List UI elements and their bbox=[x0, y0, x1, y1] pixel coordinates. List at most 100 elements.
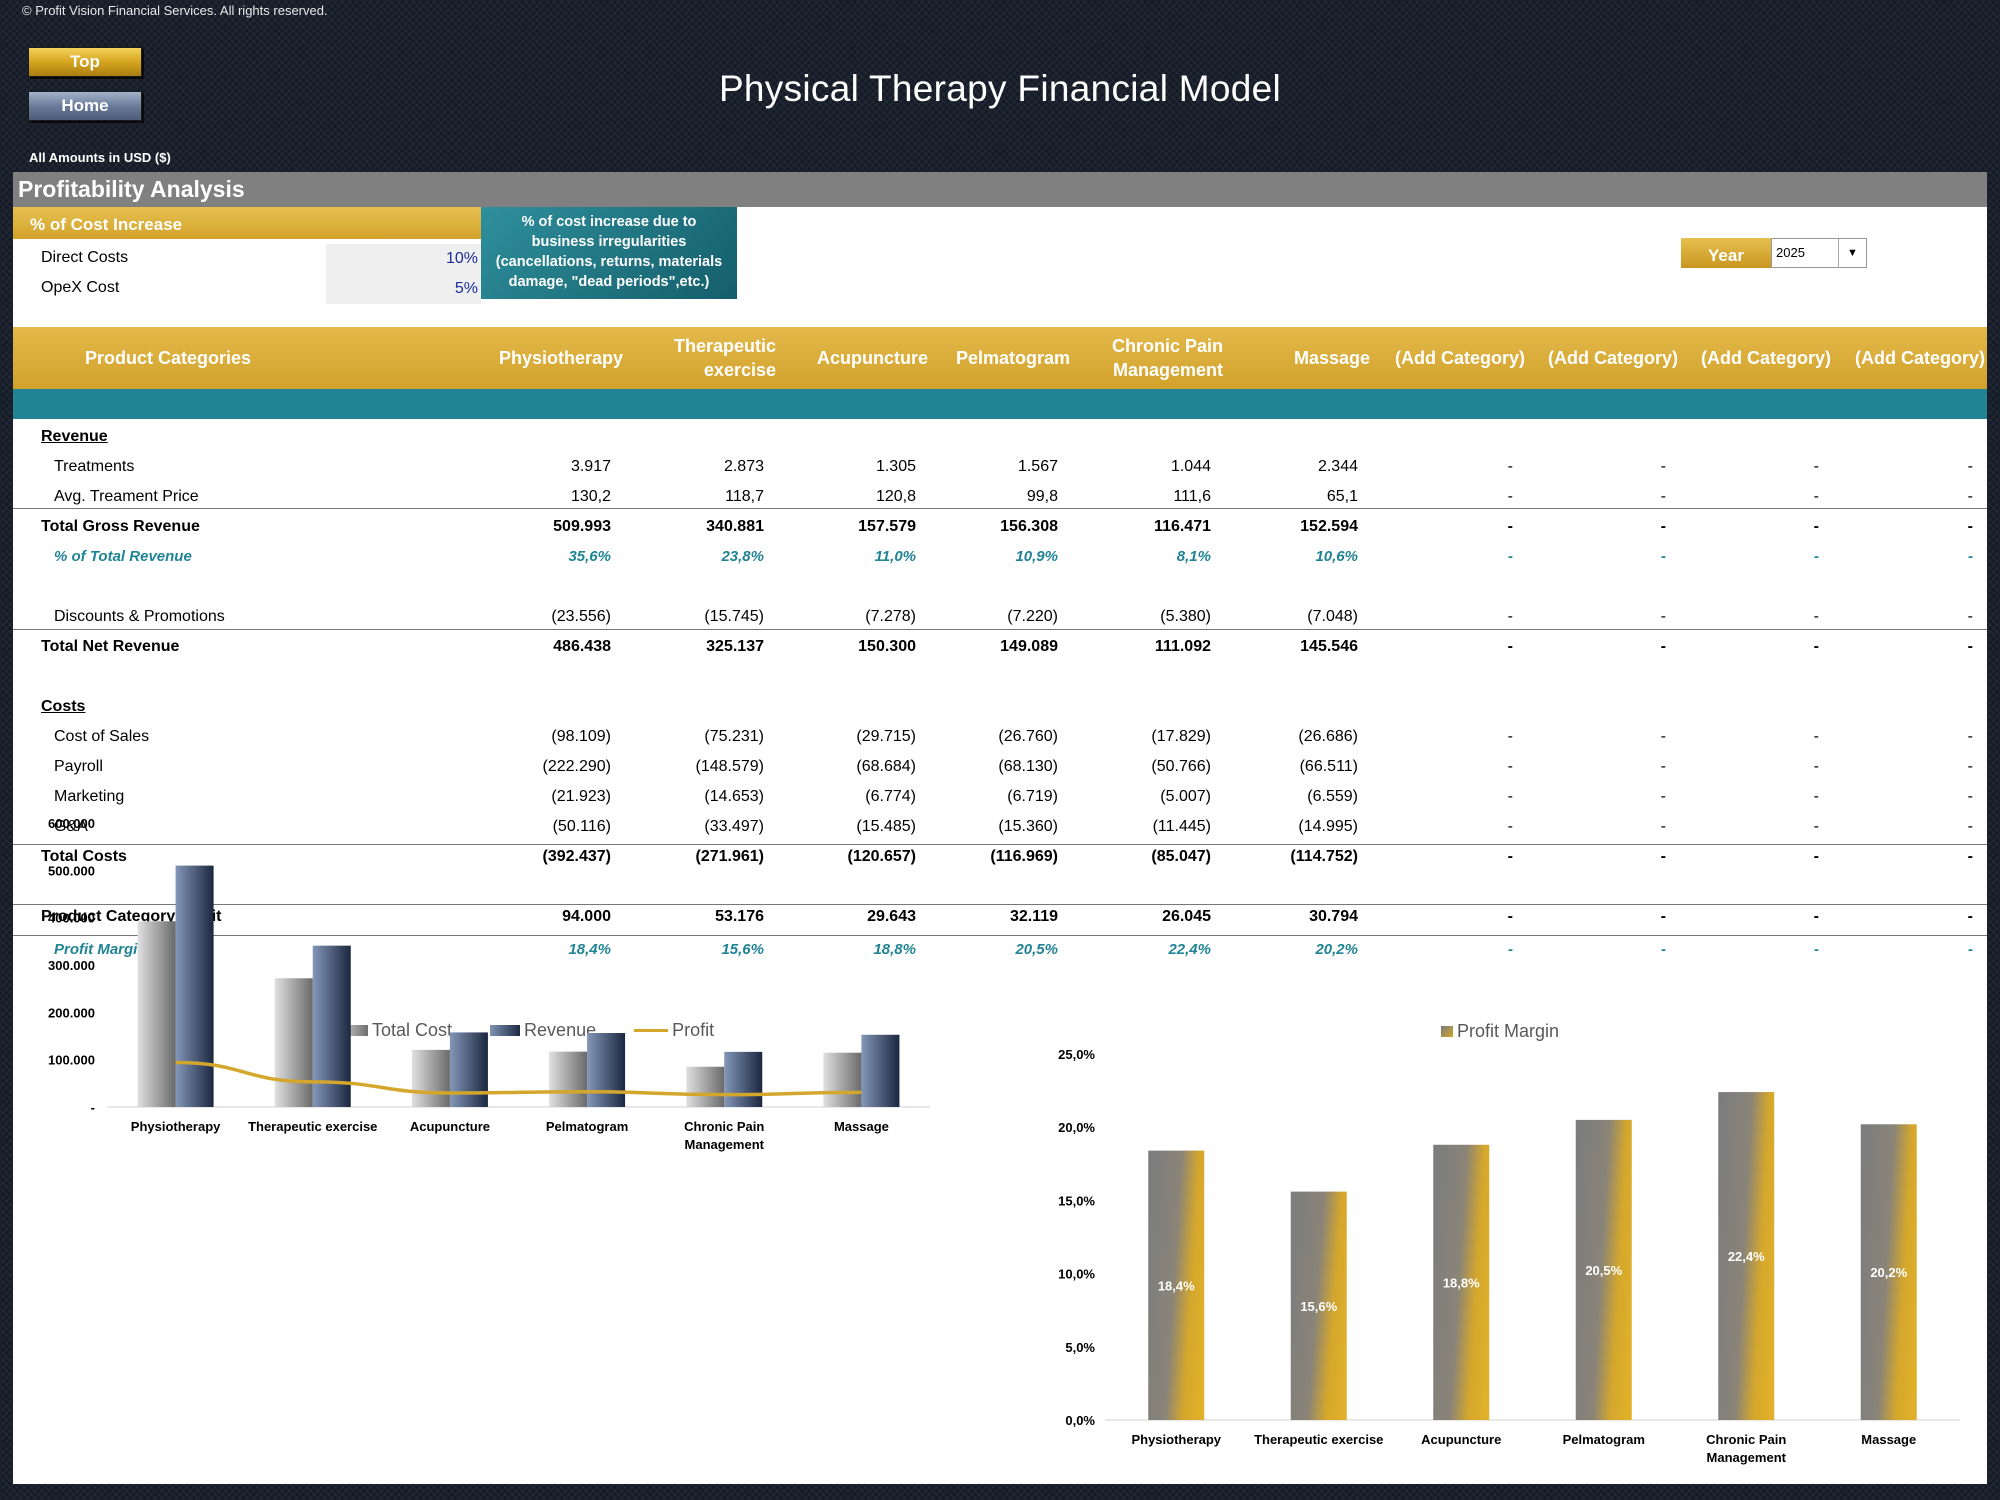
table-row: Total Costs (392.437) (271.961) (120.657) (1… bbox=[13, 842, 1987, 872]
header-column-label: Management bbox=[1112, 360, 1223, 380]
table-cell: 2.344 bbox=[1317, 458, 1358, 475]
table-cell: (33.497) bbox=[704, 818, 764, 835]
legend-total-cost: Total Cost bbox=[372, 1020, 453, 1040]
home-button[interactable]: Home bbox=[28, 91, 142, 121]
table-row: Discounts & Promotions (23.556) (15.745) (7… bbox=[13, 602, 1987, 632]
y-tick-label: 25,0% bbox=[1058, 1047, 1095, 1062]
table-cell: - bbox=[1660, 638, 1666, 655]
table-cell: 118,7 bbox=[725, 488, 764, 505]
table-cell: - bbox=[1967, 818, 1973, 835]
y-tick-label: 15,0% bbox=[1058, 1193, 1095, 1208]
profit-margin-swatch bbox=[1441, 1026, 1453, 1037]
table-cell: - bbox=[1660, 488, 1666, 505]
table-cell: 2.873 bbox=[723, 458, 764, 475]
table-cell: - bbox=[1508, 548, 1513, 565]
row-label: Total Costs bbox=[41, 848, 127, 865]
top-button[interactable]: Top bbox=[28, 47, 142, 77]
row-divider bbox=[13, 844, 1987, 845]
direct-costs-label: Direct Costs bbox=[41, 249, 129, 266]
table-cell: - bbox=[1813, 608, 1819, 625]
table-cell: 486.438 bbox=[553, 638, 611, 655]
table-cell: (15.360) bbox=[998, 818, 1058, 835]
table-cell: - bbox=[1813, 518, 1819, 535]
table-cell: 26.045 bbox=[1162, 908, 1211, 925]
table-cell: 152.594 bbox=[1300, 518, 1358, 535]
table-cell: - bbox=[1660, 518, 1666, 535]
table-cell: - bbox=[1661, 941, 1666, 958]
table-cell: 29.643 bbox=[867, 908, 916, 925]
table-cell: - bbox=[1813, 788, 1819, 805]
table-cell: (392.437) bbox=[542, 848, 612, 865]
table-cell: 35,6% bbox=[568, 548, 611, 565]
table-cell: - bbox=[1660, 728, 1666, 745]
header-column: (Add Category) bbox=[1681, 327, 1831, 389]
row-label: Treatments bbox=[54, 458, 135, 475]
header-column: Massage bbox=[1220, 327, 1370, 389]
row-label: Payroll bbox=[54, 758, 103, 775]
x-tick-label: Pelmatogram bbox=[546, 1119, 628, 1134]
table-cell: 111.092 bbox=[1154, 638, 1211, 655]
profitability-panel: Profitability Analysis % of Cost Increas… bbox=[13, 172, 1987, 1484]
header-column: (Add Category) bbox=[1528, 327, 1678, 389]
year-value: 2025 bbox=[1776, 245, 1805, 260]
table-cell: - bbox=[1507, 608, 1513, 625]
row-divider bbox=[13, 904, 1987, 905]
note-line: % of cost increase due to bbox=[521, 214, 697, 230]
revenue-bar bbox=[175, 865, 214, 1107]
table-cell: - bbox=[1660, 758, 1666, 775]
profit-margin-bar bbox=[1575, 1119, 1632, 1420]
dropdown-arrow-icon[interactable]: ▼ bbox=[1838, 239, 1866, 267]
header-column-label: Massage bbox=[1293, 348, 1370, 368]
table-cell: (7.220) bbox=[1007, 608, 1058, 625]
year-dropdown[interactable]: 2025 ▼ bbox=[1771, 238, 1867, 268]
table-cell: - bbox=[1813, 458, 1819, 475]
y-tick-label: 0,0% bbox=[1065, 1413, 1095, 1428]
total-cost-bar bbox=[549, 1051, 588, 1107]
table-cell: 111,6 bbox=[1173, 488, 1211, 505]
table-cell: 20,2% bbox=[1315, 941, 1358, 958]
table-cell: 130,2 bbox=[570, 488, 611, 505]
table-cell: (5.380) bbox=[1160, 608, 1211, 625]
header-divider-band bbox=[13, 389, 1987, 419]
table-cell: 116.471 bbox=[1154, 518, 1211, 535]
total-cost-bar bbox=[274, 978, 313, 1107]
header-column-label: Therapeutic bbox=[673, 336, 776, 356]
table-cell: 509.993 bbox=[553, 518, 611, 535]
opex-cost-row: OpeX Cost 5% bbox=[13, 274, 481, 304]
direct-costs-input[interactable]: 10% bbox=[326, 244, 481, 274]
table-cell: 157.579 bbox=[858, 518, 916, 535]
cost-revenue-profit-chart: - 100.000 200.000 300.000 400.000 500.000 600.… bbox=[48, 816, 930, 1152]
opex-cost-input[interactable]: 5% bbox=[326, 274, 481, 304]
row-label: Avg. Treament Price bbox=[54, 488, 199, 505]
table-cell: 325.137 bbox=[706, 638, 764, 655]
revenue-bar bbox=[449, 1032, 488, 1107]
table-cell: - bbox=[1967, 848, 1973, 865]
y-tick-label: 400.000 bbox=[48, 911, 95, 926]
header-column: Chronic Pain Management bbox=[1073, 327, 1223, 389]
year-label: Year bbox=[1681, 238, 1771, 268]
table-cell: 30.794 bbox=[1309, 908, 1358, 925]
section-title: Profitability Analysis bbox=[13, 172, 1987, 207]
y-tick-label: 300.000 bbox=[48, 958, 95, 973]
x-tick-label: Acupuncture bbox=[1421, 1432, 1501, 1447]
header-column: (Add Category) bbox=[1835, 327, 1985, 389]
table-cell: (114.752) bbox=[1290, 848, 1358, 865]
table-row: Cost of Sales (98.109) (75.231) (29.715) (26… bbox=[13, 722, 1987, 752]
x-tick-label: Therapeutic exercise bbox=[1254, 1432, 1383, 1447]
note-line: business irregularities bbox=[531, 234, 687, 250]
table-cell: - bbox=[1507, 518, 1513, 535]
table-cell: - bbox=[1967, 458, 1973, 475]
table-cell: - bbox=[1507, 638, 1513, 655]
data-label: 15,6% bbox=[1300, 1299, 1337, 1314]
table-cell: (85.047) bbox=[1151, 848, 1211, 865]
table-cell: (6.774) bbox=[865, 788, 916, 805]
x-tick-label: Management bbox=[685, 1137, 765, 1152]
header-column-label: (Add Category) bbox=[1395, 348, 1525, 368]
table-cell: (29.715) bbox=[856, 728, 916, 745]
x-tick-label: Acupuncture bbox=[410, 1119, 490, 1134]
header-column-label: Physiotherapy bbox=[498, 348, 623, 368]
table-cell: - bbox=[1813, 488, 1819, 505]
y-tick-label: 5,0% bbox=[1065, 1340, 1095, 1355]
table-cell: - bbox=[1813, 638, 1819, 655]
row-label: G&A bbox=[54, 818, 88, 835]
